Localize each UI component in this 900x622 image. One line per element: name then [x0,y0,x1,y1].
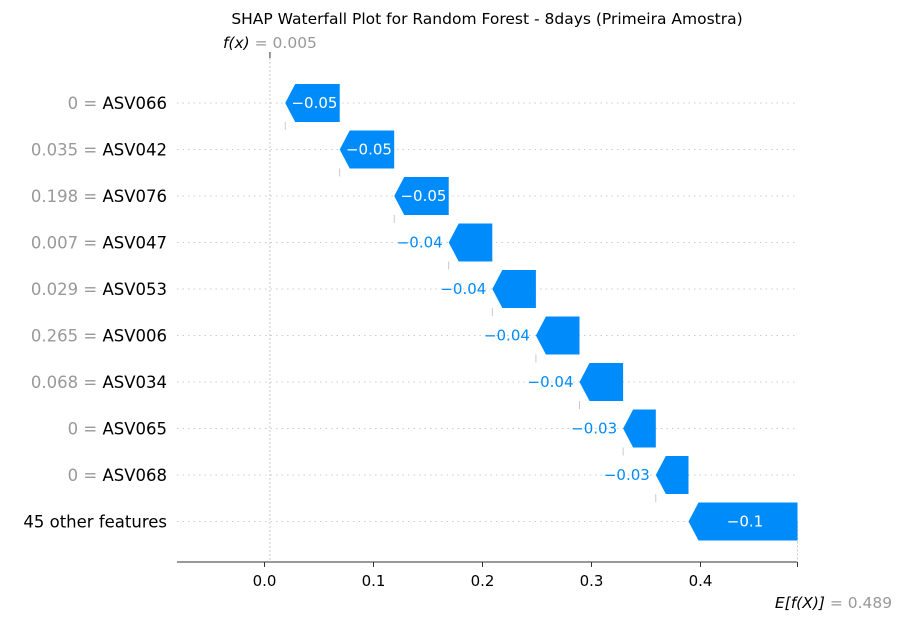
feature-value: 0.035 = [31,141,97,160]
bar-value-label: −0.05 [346,141,392,159]
bar-value-label: −0.04 [528,373,574,391]
feature-value: 0 = [68,420,98,439]
shap-bar [623,409,656,448]
bar-value-label: −0.1 [727,513,763,531]
feature-name: ASV047 [102,234,167,253]
feature-name: 45 other features [23,513,167,532]
bar-value-label: −0.03 [571,420,617,438]
bar-value-label: −0.04 [484,327,530,345]
feature-label: 0.035 = ASV042 [31,141,167,160]
bar-value-label: −0.03 [604,466,650,484]
feature-name: ASV066 [102,94,167,113]
feature-label: 0 = ASV065 [68,420,167,439]
feature-label: 0.007 = ASV047 [31,234,167,253]
shap-bar [448,223,493,262]
shap-bar [655,456,689,494]
feature-label: 0 = ASV066 [68,94,167,113]
x-tick-label: 0.2 [471,572,495,590]
shap-bar [579,363,624,401]
x-tick-label: 0.3 [580,572,604,590]
shap-bar [535,316,580,355]
feature-name: ASV034 [102,373,167,392]
shap-bar [492,270,536,308]
feature-name: ASV042 [102,141,167,160]
x-tick-label: 0.1 [362,572,386,590]
chart-title: SHAP Waterfall Plot for Random Forest - … [231,10,742,28]
shap-bar [339,130,395,169]
base-annotation: E[f(X)] = 0.489 [775,594,892,612]
base-value: = 0.489 [830,594,892,612]
feature-name: ASV006 [102,327,167,346]
bar-value-label: −0.05 [400,187,446,205]
shap-bar [285,84,340,122]
feature-value: 0 = [68,466,98,485]
bar-value-label: −0.04 [440,280,486,298]
fx-label: f(x) [223,34,250,52]
feature-label: 0.068 = ASV034 [31,373,167,392]
base-label: E[f(X)] [775,594,825,612]
feature-value: 0 = [68,94,98,113]
feature-name: ASV076 [102,187,167,206]
feature-value: 0.068 = [31,373,97,392]
feature-value: 0.265 = [31,327,97,346]
feature-label: 45 other features [23,513,167,532]
feature-label: 0 = ASV068 [68,466,167,485]
x-tick-label: 0.4 [689,572,713,590]
shap-bar [394,177,449,215]
feature-name: ASV065 [102,420,167,439]
feature-label: 0.029 = ASV053 [31,280,167,299]
bar-value-label: −0.05 [291,94,337,112]
feature-label: 0.265 = ASV006 [31,327,167,346]
shap-bar [688,502,798,541]
feature-value: 0.029 = [31,280,97,299]
feature-value: 0.007 = [31,234,97,253]
x-tick-label: 0.0 [253,572,277,590]
feature-name: ASV053 [102,280,167,299]
feature-value: 0.198 = [31,187,97,206]
fx-value: = 0.005 [255,34,317,52]
bar-value-label: −0.04 [397,234,443,252]
feature-name: ASV068 [102,466,167,485]
fx-annotation: f(x) = 0.005 [223,34,317,52]
feature-label: 0.198 = ASV076 [31,187,167,206]
